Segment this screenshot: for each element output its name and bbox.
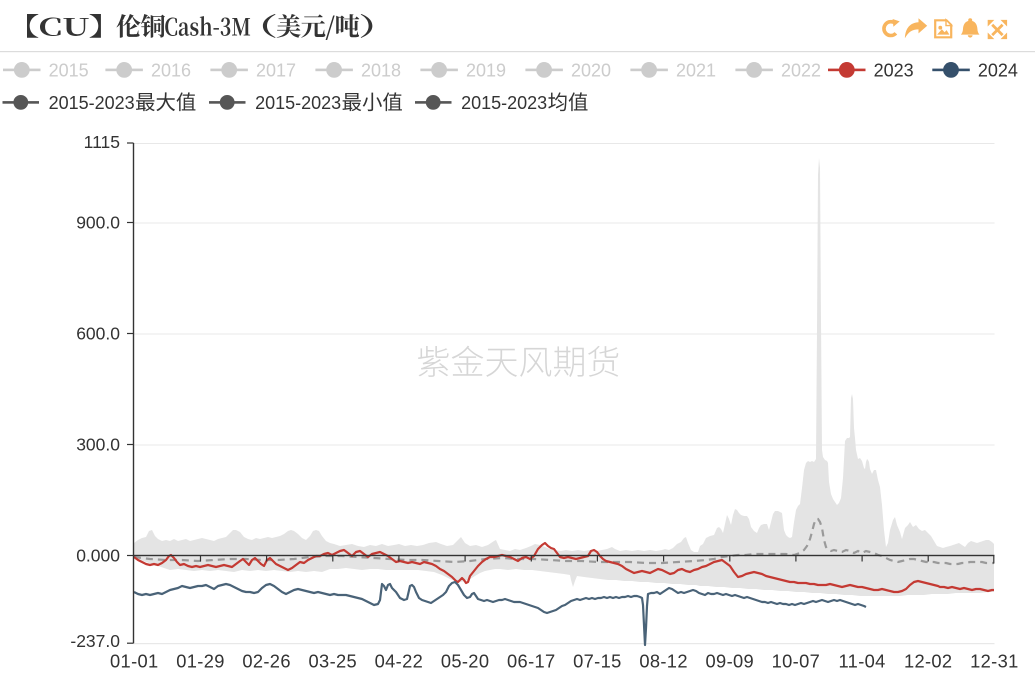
- svg-text:10-07: 10-07: [772, 651, 821, 672]
- svg-text:900.0: 900.0: [76, 213, 120, 233]
- svg-text:2015: 2015: [49, 60, 89, 80]
- svg-text:11-04: 11-04: [839, 651, 886, 672]
- svg-text:2015-2023: 2015-2023: [49, 93, 135, 113]
- svg-text:1115: 1115: [84, 132, 120, 152]
- svg-text:05-20: 05-20: [441, 651, 490, 672]
- svg-text:02-26: 02-26: [242, 651, 291, 672]
- svg-text:600.0: 600.0: [76, 324, 120, 344]
- svg-text:2020: 2020: [571, 60, 611, 80]
- svg-text:06-17: 06-17: [507, 651, 556, 672]
- svg-text:01-29: 01-29: [176, 651, 225, 672]
- svg-text:2015-2023: 2015-2023: [255, 93, 341, 113]
- svg-text:07-15: 07-15: [573, 651, 622, 672]
- svg-text:300.0: 300.0: [76, 435, 120, 455]
- svg-text:09-09: 09-09: [706, 651, 755, 672]
- svg-text:12-02: 12-02: [904, 651, 953, 672]
- svg-text:2016: 2016: [151, 60, 191, 80]
- svg-text:-237.0: -237.0: [70, 631, 120, 651]
- svg-text:12-31: 12-31: [970, 651, 1019, 672]
- svg-text:2022: 2022: [781, 60, 821, 80]
- svg-text:2019: 2019: [466, 60, 506, 80]
- svg-text:03-25: 03-25: [309, 651, 358, 672]
- svg-text:04-22: 04-22: [375, 651, 424, 672]
- svg-text:2018: 2018: [361, 60, 401, 80]
- svg-text:08-12: 08-12: [639, 651, 688, 672]
- svg-text:2021: 2021: [676, 60, 716, 80]
- svg-text:2024: 2024: [978, 60, 1018, 80]
- svg-text:01-01: 01-01: [110, 651, 159, 672]
- svg-text:2017: 2017: [256, 60, 296, 80]
- svg-text:2015-2023: 2015-2023: [461, 93, 547, 113]
- svg-text:0.000: 0.000: [76, 546, 120, 566]
- svg-text:2023: 2023: [874, 60, 914, 80]
